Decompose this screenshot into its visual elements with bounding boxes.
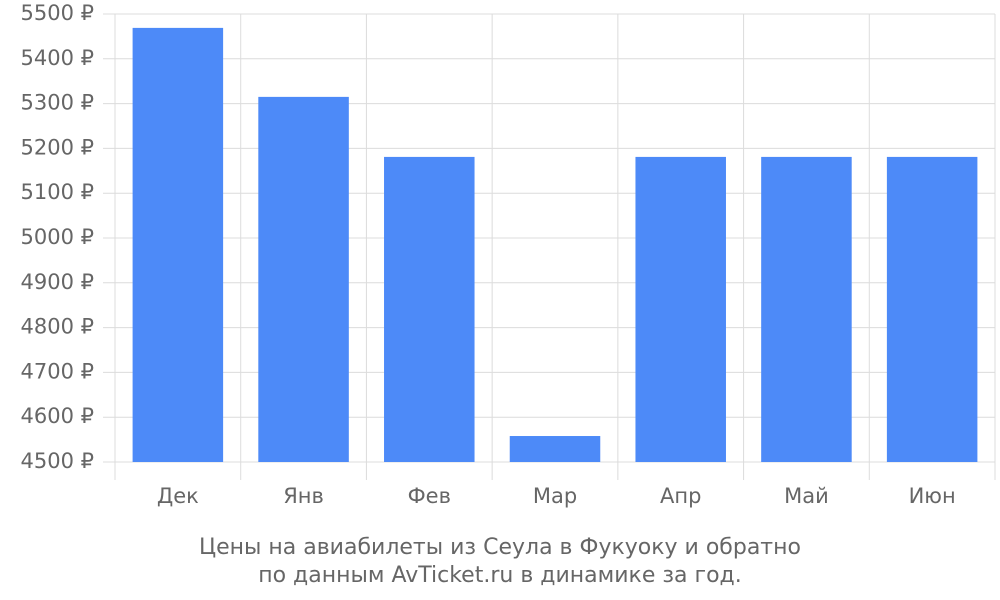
bar xyxy=(635,156,726,463)
y-tick-label: 5300 ₽ xyxy=(21,91,94,115)
chart-subtitle: по данным AvTicket.ru в динамике за год. xyxy=(258,563,742,588)
x-tick-label: Дек xyxy=(157,484,199,508)
bar xyxy=(132,27,224,462)
bar xyxy=(384,156,475,463)
x-tick-label: Май xyxy=(784,484,829,508)
bar xyxy=(258,96,349,462)
x-tick-label: Янв xyxy=(283,484,324,508)
x-tick-label: Фев xyxy=(408,484,451,508)
y-tick-label: 5100 ₽ xyxy=(21,180,94,204)
y-tick-label: 5500 ₽ xyxy=(21,1,94,25)
bar xyxy=(886,156,978,463)
x-tick-label: Июн xyxy=(909,484,956,508)
y-tick-label: 5000 ₽ xyxy=(21,225,94,249)
y-tick-label: 4800 ₽ xyxy=(21,315,94,339)
bar xyxy=(509,436,601,462)
y-tick-label: 4900 ₽ xyxy=(21,270,94,294)
y-tick-label: 5400 ₽ xyxy=(21,46,94,70)
y-tick-label: 4700 ₽ xyxy=(21,359,94,383)
y-tick-label: 4600 ₽ xyxy=(21,404,94,428)
x-tick-label: Апр xyxy=(660,484,701,508)
chart-title: Цены на авиабилеты из Сеула в Фукуоку и … xyxy=(199,535,801,560)
bar xyxy=(761,156,852,463)
y-tick-label: 5200 ₽ xyxy=(21,135,94,159)
x-tick-label: Мар xyxy=(533,484,577,508)
y-tick-label: 4500 ₽ xyxy=(21,449,94,473)
